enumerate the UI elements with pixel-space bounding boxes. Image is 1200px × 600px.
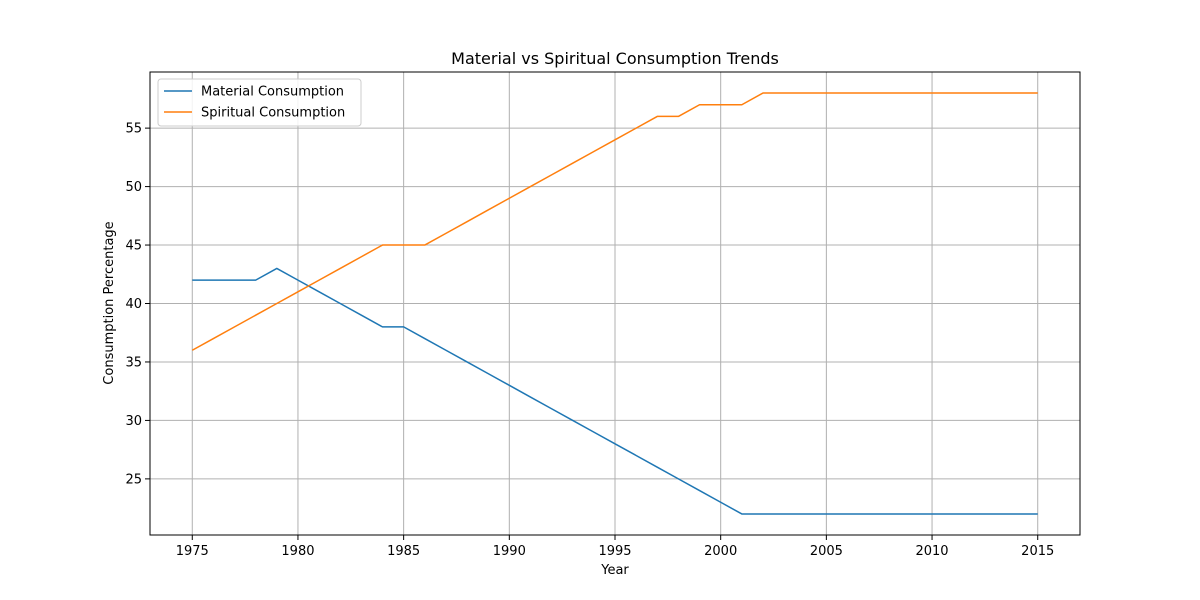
y-tick-label: 45 [125,239,142,254]
grid [150,72,1080,535]
y-axis-title: Consumption Percentage [102,221,117,384]
y-axis-ticks: 25 30 35 40 45 50 55 [125,122,150,487]
chart-title: Material vs Spiritual Consumption Trends [451,49,779,68]
y-tick-label: 55 [125,122,142,137]
x-tick-label: 2005 [810,544,843,559]
x-axis-ticks: 1975 1980 1985 1990 1995 2000 2005 2010 2015 [176,535,1054,559]
y-tick-label: 35 [125,355,142,370]
x-axis-title: Year [600,563,629,578]
legend-label: Spiritual Consumption [201,106,345,121]
legend-label: Material Consumption [201,85,344,100]
x-tick-label: 2000 [704,544,737,559]
y-tick-label: 40 [125,297,142,312]
series-line-spiritual-consumption [191,92,1038,351]
legend: Material Consumption Spiritual Consumptio… [157,78,362,127]
x-tick-label: 1995 [598,544,631,559]
x-tick-label: 2010 [915,544,948,559]
legend-box [157,78,362,127]
y-tick-label: 30 [125,414,142,429]
x-tick-label: 2015 [1021,544,1054,559]
series-group [191,92,1038,515]
x-tick-label: 1975 [176,544,209,559]
x-tick-label: 1990 [493,544,526,559]
series-line-material-consumption [192,267,1038,515]
x-tick-label: 1980 [281,544,314,559]
y-tick-label: 25 [125,472,142,487]
x-tick-label: 1985 [387,544,420,559]
y-tick-label: 50 [125,180,142,195]
